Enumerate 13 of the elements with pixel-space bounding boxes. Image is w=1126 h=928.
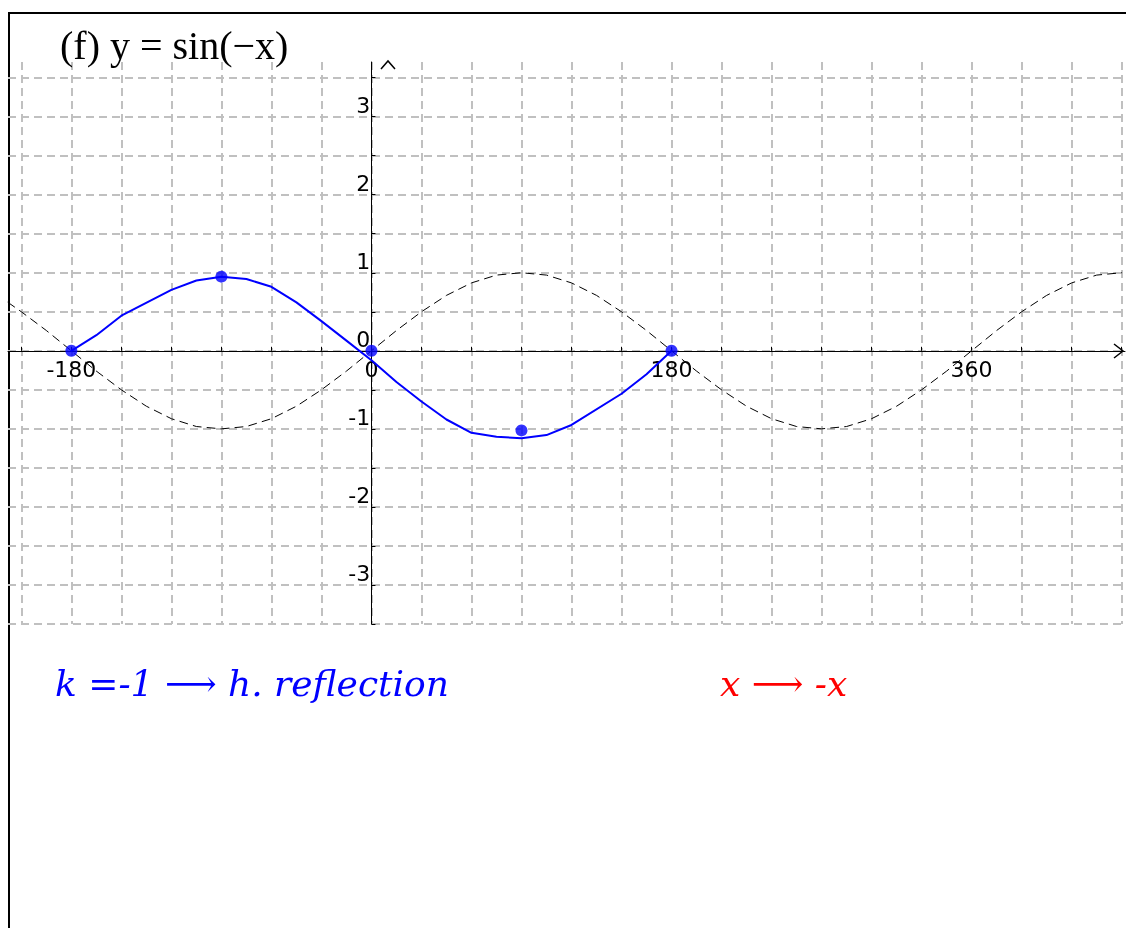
text: k =-1 ⟶ h. reflection xyxy=(55,662,449,704)
chart-title: (f) y = sin(−x) xyxy=(60,22,289,68)
y-tick-label: 1 xyxy=(356,249,371,275)
x-tick-label: 360 xyxy=(950,357,993,383)
x-tick-label: -180 xyxy=(46,357,97,383)
y-tick-label: 3 xyxy=(356,93,371,119)
y-tick-label: -1 xyxy=(348,405,371,431)
text: x ⟶ -x xyxy=(720,662,848,704)
y-tick-label: -3 xyxy=(348,561,371,587)
y-tick-label: 0 xyxy=(356,327,371,353)
y-tick-label: 2 xyxy=(356,171,371,197)
x-tick-label: 180 xyxy=(650,357,693,383)
y-tick-label: -2 xyxy=(348,483,371,509)
